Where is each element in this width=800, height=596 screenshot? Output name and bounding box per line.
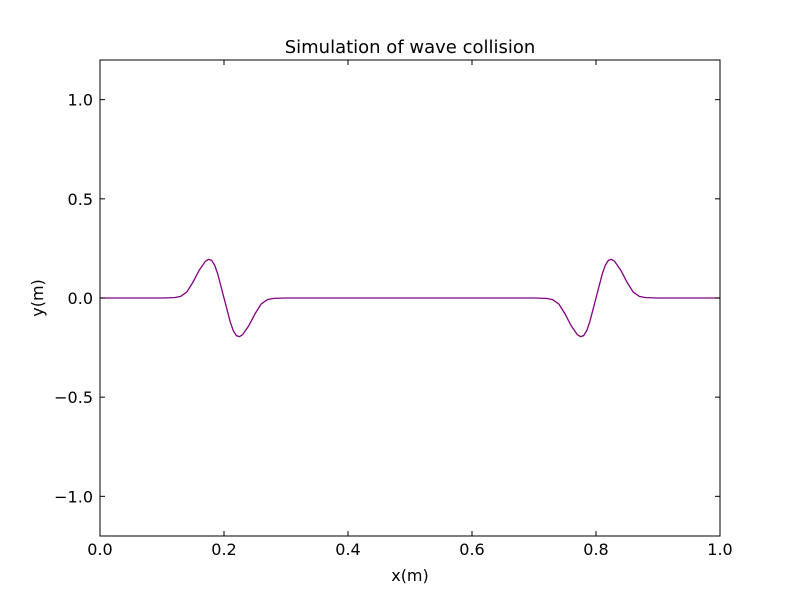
x-tick-label: 0.8 [583,540,608,559]
y-tick-label: −1.0 [54,487,93,506]
x-axis-ticks: 0.0 0.2 0.4 0.6 0.8 1.0 [87,60,733,559]
y-tick-label: 0.0 [68,289,93,308]
x-tick-label: 0.4 [335,540,360,559]
y-axis-label: y(m) [28,279,47,317]
x-tick-label: 0.6 [459,540,484,559]
plot-frame [99,59,721,537]
x-tick-label: 0.2 [211,540,236,559]
y-tick-label: −0.5 [54,388,93,407]
x-axis-label: x(m) [391,566,429,585]
x-tick-label: 0.0 [87,540,112,559]
series-line-wave [100,258,720,338]
y-axis-ticks: −1.0 −0.5 0.0 0.5 1.0 [54,91,720,506]
y-tick-label: 1.0 [68,91,93,110]
plot-area: 0.0 0.2 0.4 0.6 0.8 1.0 −1.0 −0.5 0.0 0.5 1.0 [54,59,733,559]
x-tick-label: 1.0 [707,540,732,559]
chart-title: Simulation of wave collision [285,37,536,58]
y-tick-label: 0.5 [68,190,93,209]
